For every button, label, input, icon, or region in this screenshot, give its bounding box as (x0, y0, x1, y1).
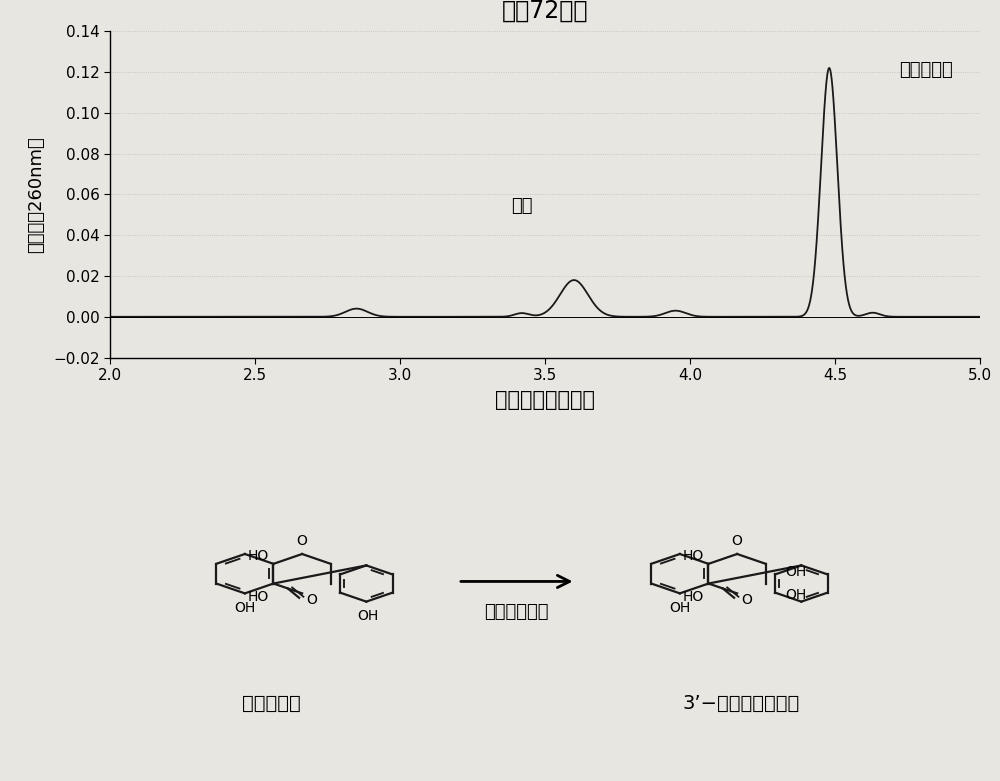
Title: 发酵72小时: 发酵72小时 (502, 0, 588, 23)
Text: OH: OH (234, 601, 255, 615)
Text: 产物: 产物 (511, 197, 533, 215)
Text: OH: OH (785, 588, 807, 602)
Text: O: O (732, 533, 743, 547)
Text: HO: HO (248, 549, 269, 563)
Text: 染料木黄酮: 染料木黄酮 (899, 61, 953, 79)
Text: HO: HO (683, 590, 704, 604)
Text: O: O (306, 594, 317, 608)
Text: O: O (741, 594, 752, 608)
Y-axis label: 光强度（260nm）: 光强度（260nm） (27, 136, 45, 253)
Text: OH: OH (669, 601, 690, 615)
Text: HO: HO (248, 590, 269, 604)
Text: HO: HO (683, 549, 704, 563)
Text: 3’−羟基染料木黄酮: 3’−羟基染料木黄酮 (682, 694, 799, 713)
Text: O: O (297, 533, 308, 547)
X-axis label: 滞留时间（分钟）: 滞留时间（分钟） (495, 390, 595, 410)
Text: OH: OH (357, 609, 379, 623)
Text: OH: OH (785, 565, 807, 579)
Text: 重组毕赤酵母: 重组毕赤酵母 (484, 603, 549, 621)
Text: 染料木黄酮: 染料木黄酮 (242, 694, 300, 713)
